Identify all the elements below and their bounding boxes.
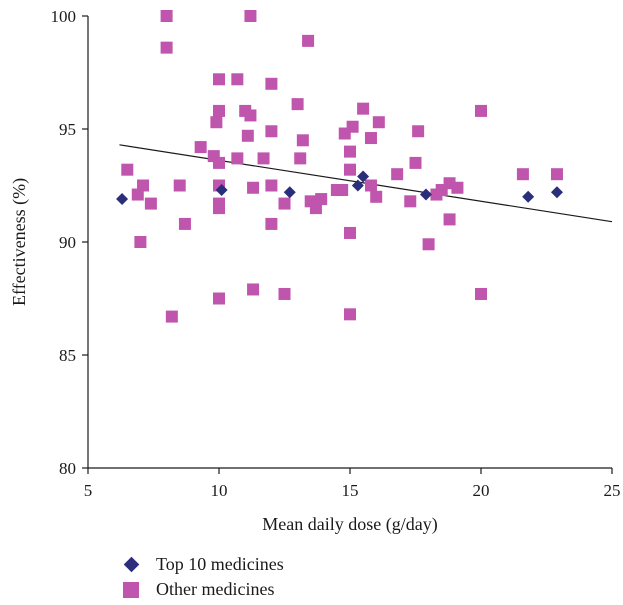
other-medicine-point [344, 145, 356, 158]
other-medicine-point [247, 283, 260, 296]
other-medicine-point [364, 132, 377, 145]
other-medicine-point [338, 127, 351, 140]
other-medicine-point [265, 77, 278, 90]
top10-medicine-point [419, 188, 432, 201]
other-medicine-point [173, 179, 186, 192]
other-medicine-point [210, 116, 223, 129]
other-medicine-point [213, 104, 225, 117]
other-medicine-point [265, 217, 278, 230]
legend-label-top10: Top 10 medicines [156, 554, 284, 574]
other-medicine-point [391, 168, 404, 181]
other-medicine-point [213, 156, 225, 169]
top10-medicine-point [283, 186, 296, 199]
other-medicine-point [443, 213, 456, 226]
x-tick-label: 10 [211, 481, 228, 500]
other-medicine-point [370, 190, 383, 203]
y-tick-label: 90 [59, 233, 76, 252]
y-tick-label: 85 [59, 346, 76, 365]
data-points [116, 10, 563, 323]
other-medicine-point [278, 197, 291, 210]
y-tick-label: 95 [59, 120, 76, 139]
other-medicine-point [550, 168, 563, 181]
other-medicine-point [165, 310, 178, 323]
top10-medicine-point [357, 170, 370, 183]
other-medicine-point [213, 73, 225, 86]
other-medicine-point [231, 152, 244, 165]
scatter-chart: 80 85 90 95 100 5 10 15 20 25 Mean daily dose (g/… [9, 7, 621, 535]
other-medicine-point [144, 197, 157, 210]
other-medicine-point [160, 41, 173, 54]
other-medicine-point [265, 125, 278, 138]
legend-item-other: Other medicines [118, 577, 284, 602]
square-marker-icon [118, 581, 144, 598]
other-medicine-point [213, 292, 225, 305]
other-medicine-point [315, 193, 328, 206]
other-medicine-point [244, 109, 257, 122]
other-medicine-point [404, 195, 417, 208]
other-medicine-point [357, 102, 370, 115]
other-medicine-point [294, 152, 307, 165]
x-tick-label: 25 [604, 481, 621, 500]
other-medicine-point [336, 184, 349, 197]
other-medicine-point [475, 104, 487, 117]
other-medicine-point [278, 287, 291, 300]
legend-label-other: Other medicines [156, 579, 275, 599]
other-medicine-point [409, 156, 422, 169]
other-medicine-point [412, 125, 425, 138]
other-medicine-point [257, 152, 270, 165]
y-axis-title: Effectiveness (%) [9, 178, 30, 306]
x-tick-label: 5 [84, 481, 93, 500]
other-medicine-point [213, 202, 225, 215]
x-axis-title: Mean daily dose (g/day) [262, 514, 437, 535]
other-medicine-point [296, 134, 309, 147]
other-medicine-point [451, 181, 464, 194]
other-medicine-point [244, 10, 257, 22]
other-medicine-point [302, 34, 315, 47]
legend: Top 10 medicines Other medicines [118, 552, 284, 602]
x-tick-label: 20 [473, 481, 490, 500]
other-medicine-point [265, 179, 278, 192]
other-medicine-point [134, 236, 147, 248]
other-medicine-point [247, 181, 260, 194]
x-tick-label: 15 [342, 481, 359, 500]
other-medicine-point [344, 163, 356, 176]
y-tick-label: 100 [51, 7, 77, 26]
other-medicine-point [160, 10, 173, 22]
axis-ticks: 80 85 90 95 100 5 10 15 20 25 [51, 7, 621, 500]
top10-medicine-point [116, 193, 129, 206]
other-medicine-point [364, 179, 377, 192]
other-medicine-point [131, 188, 144, 201]
y-tick-label: 80 [59, 459, 76, 478]
other-medicine-point [178, 217, 191, 230]
other-medicine-point [291, 98, 304, 111]
top10-medicine-point [215, 184, 228, 197]
other-medicine-point [121, 163, 134, 176]
other-medicine-point [344, 308, 356, 321]
plot-area: 80 85 90 95 100 5 10 15 20 25 [51, 7, 621, 500]
other-medicine-point [372, 116, 385, 129]
legend-item-top10: Top 10 medicines [118, 552, 284, 577]
top10-medicine-point [522, 190, 535, 203]
diamond-marker-icon [118, 556, 144, 573]
other-medicine-point [194, 141, 207, 154]
other-medicine-point [344, 226, 356, 239]
other-medicine-point [309, 202, 322, 215]
other-medicine-point [137, 179, 150, 192]
top10-medicine-point [351, 179, 364, 192]
other-medicine-point [516, 168, 529, 181]
other-medicine-point [231, 73, 244, 86]
other-medicine-point [475, 287, 487, 300]
other-medicine-point [422, 238, 435, 251]
other-medicine-point [241, 129, 254, 142]
other-medicine-point [346, 120, 359, 133]
top10-medicine-point [550, 186, 563, 199]
